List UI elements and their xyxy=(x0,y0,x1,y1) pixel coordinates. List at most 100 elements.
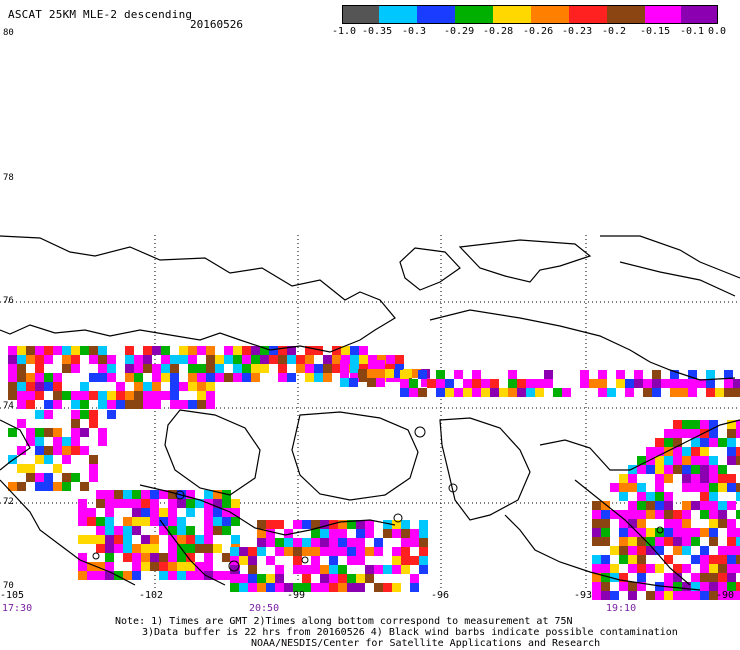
wind-cell xyxy=(682,537,691,546)
wind-cell xyxy=(44,373,53,382)
wind-cell xyxy=(266,574,275,583)
wind-cell xyxy=(544,379,553,388)
wind-cell xyxy=(26,428,35,437)
wind-cell xyxy=(359,364,368,373)
wind-cell xyxy=(472,370,481,379)
wind-cell xyxy=(213,499,222,508)
wind-cell xyxy=(637,483,646,492)
wind-cell xyxy=(401,565,410,574)
wind-cell xyxy=(320,583,329,592)
wind-cell xyxy=(601,573,610,582)
wind-cell xyxy=(53,482,62,491)
wind-cell xyxy=(275,547,284,556)
wind-cell xyxy=(385,369,394,378)
wind-cell xyxy=(197,373,206,382)
wind-cell xyxy=(78,508,87,517)
wind-cell xyxy=(392,556,401,565)
wind-cell xyxy=(168,535,177,544)
wind-cell xyxy=(628,555,637,564)
wind-cell xyxy=(637,519,646,528)
wind-cell xyxy=(80,346,89,355)
wind-cell xyxy=(62,364,71,373)
island-outline xyxy=(92,552,100,560)
wind-cell xyxy=(652,379,661,388)
wind-cell xyxy=(679,379,688,388)
wind-cell xyxy=(302,547,311,556)
wind-cell xyxy=(302,565,311,574)
wind-cell xyxy=(161,373,170,382)
wind-cell xyxy=(96,535,105,544)
wind-cell xyxy=(610,591,619,600)
wind-cell xyxy=(233,346,242,355)
wind-cell xyxy=(400,379,409,388)
wind-cell xyxy=(141,490,150,499)
wind-cell xyxy=(233,355,242,364)
note-line-2: 3)Data buffer is 22 hrs from 20160526 4)… xyxy=(142,627,678,638)
wind-cell xyxy=(392,520,401,529)
wind-cell xyxy=(105,535,114,544)
wind-cell xyxy=(177,526,186,535)
wind-cell xyxy=(302,583,311,592)
wind-cell xyxy=(323,373,332,382)
wind-cell xyxy=(616,379,625,388)
wind-cell xyxy=(347,538,356,547)
wind-cell xyxy=(257,520,266,529)
wind-cell xyxy=(257,538,266,547)
wind-cell xyxy=(71,391,80,400)
wind-cell xyxy=(17,382,26,391)
wind-cell xyxy=(691,429,700,438)
wind-cell xyxy=(8,373,17,382)
wind-cell xyxy=(231,535,240,544)
wind-cell xyxy=(44,473,53,482)
color-scale-label: -0.23 xyxy=(562,26,593,37)
wind-cell xyxy=(215,355,224,364)
wind-cell xyxy=(625,379,634,388)
wind-cell xyxy=(664,474,673,483)
wind-cell xyxy=(625,388,634,397)
wind-cell xyxy=(257,547,266,556)
wind-cell xyxy=(356,538,365,547)
wind-cell xyxy=(598,379,607,388)
wind-cell xyxy=(368,355,377,364)
wind-cell xyxy=(401,547,410,556)
wind-cell xyxy=(305,355,314,364)
wind-cell xyxy=(673,537,682,546)
wind-cell xyxy=(664,591,673,600)
wind-cell xyxy=(374,565,383,574)
island-outline xyxy=(656,526,664,534)
wind-cell xyxy=(116,400,125,409)
wind-cell xyxy=(179,346,188,355)
wind-cell xyxy=(481,379,490,388)
wind-cell xyxy=(682,546,691,555)
wind-cell xyxy=(727,429,736,438)
island-outline xyxy=(228,560,240,572)
lon-label-105: -105 xyxy=(0,590,25,601)
wind-cell xyxy=(628,546,637,555)
wind-cell xyxy=(580,370,589,379)
wind-cell xyxy=(287,373,296,382)
wind-cell xyxy=(141,499,150,508)
wind-cell xyxy=(634,370,643,379)
wind-cell xyxy=(87,571,96,580)
wind-cell xyxy=(213,508,222,517)
wind-cell xyxy=(275,538,284,547)
wind-cell xyxy=(311,556,320,565)
wind-cell xyxy=(105,571,114,580)
wind-cell xyxy=(365,520,374,529)
wind-cell xyxy=(96,490,105,499)
wind-cell xyxy=(709,519,718,528)
wind-cell xyxy=(204,571,213,580)
wind-cell xyxy=(53,346,62,355)
wind-cell xyxy=(114,544,123,553)
wind-cell xyxy=(655,438,664,447)
wind-cell xyxy=(170,382,179,391)
wind-cell xyxy=(152,391,161,400)
wind-cell xyxy=(152,373,161,382)
wind-cell xyxy=(637,564,646,573)
wind-cell xyxy=(637,501,646,510)
wind-cell xyxy=(724,370,733,379)
wind-cell xyxy=(105,526,114,535)
wind-cell xyxy=(598,370,607,379)
wind-cell xyxy=(661,379,670,388)
